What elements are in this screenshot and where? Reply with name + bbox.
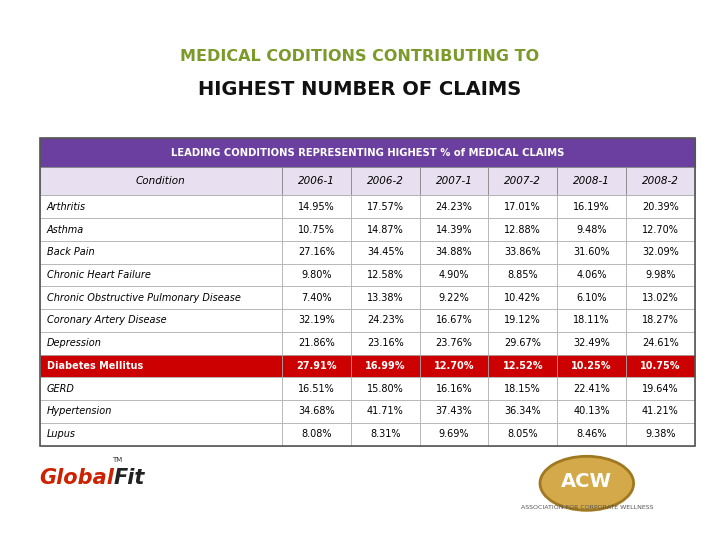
Text: Asthma: Asthma	[47, 225, 84, 234]
Text: 29.67%: 29.67%	[505, 338, 541, 348]
Text: 31.60%: 31.60%	[573, 247, 610, 257]
Text: 8.85%: 8.85%	[508, 270, 538, 280]
Text: 13.38%: 13.38%	[367, 293, 403, 303]
Text: Coronary Artery Disease: Coronary Artery Disease	[47, 315, 166, 326]
Text: 2007-2: 2007-2	[505, 177, 541, 186]
Text: 17.57%: 17.57%	[366, 202, 404, 212]
Text: 9.98%: 9.98%	[645, 270, 675, 280]
Text: 8.46%: 8.46%	[576, 429, 607, 439]
Text: 23.76%: 23.76%	[436, 338, 472, 348]
Text: 20.39%: 20.39%	[642, 202, 679, 212]
Text: Fit: Fit	[114, 468, 145, 488]
Text: 2008-2: 2008-2	[642, 177, 679, 186]
Text: 18.15%: 18.15%	[505, 384, 541, 394]
Text: 9.22%: 9.22%	[438, 293, 469, 303]
Text: 36.34%: 36.34%	[505, 407, 541, 416]
Text: 17.01%: 17.01%	[505, 202, 541, 212]
Text: 33.86%: 33.86%	[505, 247, 541, 257]
Text: 32.19%: 32.19%	[298, 315, 335, 326]
Text: 16.99%: 16.99%	[365, 361, 405, 371]
Text: 32.09%: 32.09%	[642, 247, 679, 257]
Text: 2008-1: 2008-1	[573, 177, 610, 186]
Text: Condition: Condition	[136, 177, 186, 186]
Text: 32.49%: 32.49%	[573, 338, 610, 348]
Text: 12.58%: 12.58%	[366, 270, 404, 280]
Text: Back Pain: Back Pain	[47, 247, 94, 257]
Text: 12.52%: 12.52%	[503, 361, 543, 371]
Text: 8.08%: 8.08%	[301, 429, 332, 439]
Text: Global: Global	[40, 468, 114, 488]
Text: 16.67%: 16.67%	[436, 315, 472, 326]
Text: MEDICAL CODITIONS CONTRIBUTING TO: MEDICAL CODITIONS CONTRIBUTING TO	[181, 49, 539, 64]
Text: 7.40%: 7.40%	[301, 293, 332, 303]
Text: 34.68%: 34.68%	[298, 407, 335, 416]
Text: LEADING CONDITIONS REPRESENTING HIGHEST % of MEDICAL CLAIMS: LEADING CONDITIONS REPRESENTING HIGHEST …	[171, 147, 564, 158]
Text: 23.16%: 23.16%	[367, 338, 404, 348]
Text: Lupus: Lupus	[47, 429, 76, 439]
Text: GERD: GERD	[47, 384, 75, 394]
Text: 41.21%: 41.21%	[642, 407, 679, 416]
Text: 40.13%: 40.13%	[573, 407, 610, 416]
Text: 22.41%: 22.41%	[573, 384, 610, 394]
Text: 10.25%: 10.25%	[572, 361, 612, 371]
Text: 8.31%: 8.31%	[370, 429, 400, 439]
Text: 2007-1: 2007-1	[436, 177, 472, 186]
Text: 4.06%: 4.06%	[576, 270, 607, 280]
Text: 34.45%: 34.45%	[367, 247, 404, 257]
Text: 24.61%: 24.61%	[642, 338, 679, 348]
Text: 41.71%: 41.71%	[367, 407, 404, 416]
Text: 6.10%: 6.10%	[576, 293, 607, 303]
Text: 16.19%: 16.19%	[573, 202, 610, 212]
Text: 21.86%: 21.86%	[298, 338, 335, 348]
Text: 24.23%: 24.23%	[366, 315, 404, 326]
Text: 24.23%: 24.23%	[436, 202, 472, 212]
Text: 10.42%: 10.42%	[505, 293, 541, 303]
Text: 15.80%: 15.80%	[367, 384, 404, 394]
Text: 37.43%: 37.43%	[436, 407, 472, 416]
Text: Arthritis: Arthritis	[47, 202, 86, 212]
Text: 27.91%: 27.91%	[296, 361, 337, 371]
Text: 14.95%: 14.95%	[298, 202, 335, 212]
Text: 2006-1: 2006-1	[298, 177, 335, 186]
Text: 10.75%: 10.75%	[640, 361, 680, 371]
Text: 9.80%: 9.80%	[301, 270, 332, 280]
Text: 2006-2: 2006-2	[366, 177, 404, 186]
Text: ACW: ACW	[562, 472, 612, 491]
Text: 19.12%: 19.12%	[505, 315, 541, 326]
Text: 16.16%: 16.16%	[436, 384, 472, 394]
Text: 9.38%: 9.38%	[645, 429, 675, 439]
Text: 8.05%: 8.05%	[508, 429, 538, 439]
Text: Depression: Depression	[47, 338, 102, 348]
Text: 13.02%: 13.02%	[642, 293, 679, 303]
Text: 19.64%: 19.64%	[642, 384, 679, 394]
Text: 18.27%: 18.27%	[642, 315, 679, 326]
Text: ASSOCIATION FOR CORPORATE WELLNESS: ASSOCIATION FOR CORPORATE WELLNESS	[521, 505, 653, 510]
Text: Chronic Obstructive Pulmonary Disease: Chronic Obstructive Pulmonary Disease	[47, 293, 240, 303]
Text: 9.69%: 9.69%	[438, 429, 469, 439]
Text: 12.70%: 12.70%	[433, 361, 474, 371]
Text: 14.87%: 14.87%	[367, 225, 404, 234]
Text: 16.51%: 16.51%	[298, 384, 335, 394]
Text: Hypertension: Hypertension	[47, 407, 112, 416]
Text: 12.70%: 12.70%	[642, 225, 679, 234]
Text: 14.39%: 14.39%	[436, 225, 472, 234]
Text: 9.48%: 9.48%	[576, 225, 607, 234]
Text: 12.88%: 12.88%	[505, 225, 541, 234]
Text: TM: TM	[112, 457, 122, 463]
Text: 4.90%: 4.90%	[438, 270, 469, 280]
Text: 34.88%: 34.88%	[436, 247, 472, 257]
Text: Diabetes Mellitus: Diabetes Mellitus	[47, 361, 143, 371]
Text: 27.16%: 27.16%	[298, 247, 335, 257]
Text: Chronic Heart Failure: Chronic Heart Failure	[47, 270, 150, 280]
Text: 18.11%: 18.11%	[573, 315, 610, 326]
Text: HIGHEST NUMBER OF CLAIMS: HIGHEST NUMBER OF CLAIMS	[199, 79, 521, 99]
Text: 10.75%: 10.75%	[298, 225, 335, 234]
